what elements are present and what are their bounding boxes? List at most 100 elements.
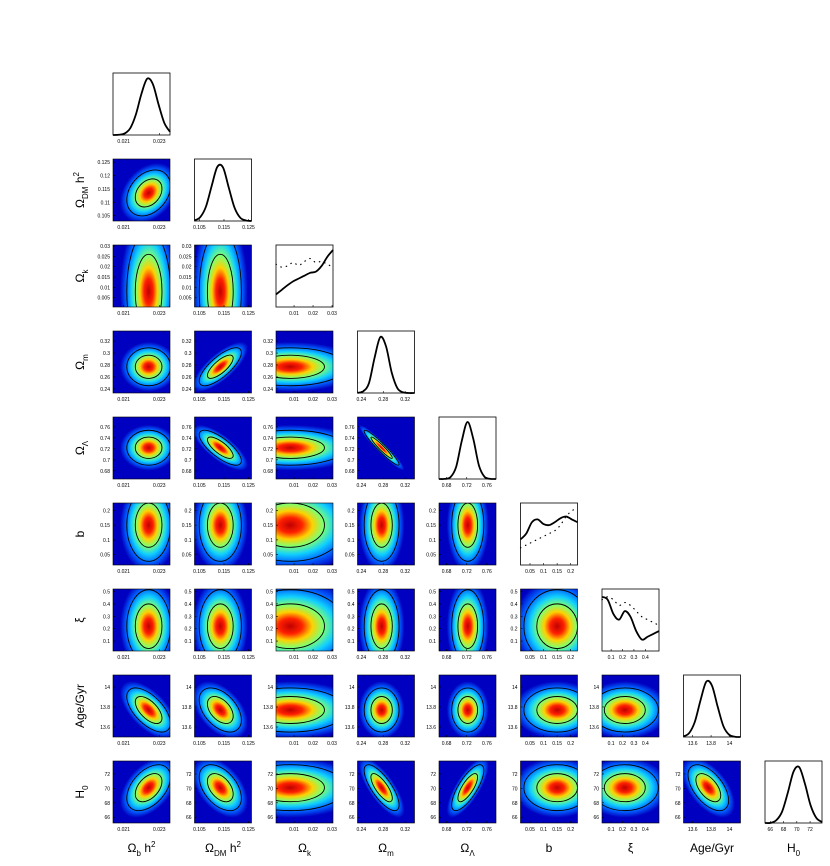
- x-tick-label: 0.2: [619, 655, 626, 661]
- y-tick-label: 0.05: [426, 553, 436, 559]
- heatmap: [194, 589, 252, 651]
- x-tick-label: 0.023: [153, 397, 166, 403]
- y-tick-label: 0.5: [266, 589, 273, 595]
- density-panel: [520, 760, 578, 824]
- y-tick-label: 14: [267, 685, 273, 691]
- x-tick-label: 0.03: [327, 483, 337, 489]
- x-tick-label: 0.105: [193, 397, 206, 403]
- y-tick-label: 0.2: [266, 627, 273, 633]
- y-tick-label: 70: [104, 786, 110, 792]
- x-axis-label: b: [546, 841, 553, 855]
- density-blob: [194, 341, 248, 392]
- y-tick-label: 0.3: [266, 614, 273, 620]
- label-sub: DM: [214, 849, 227, 858]
- contour-68: [457, 696, 479, 724]
- density-blob: [194, 503, 248, 565]
- density-blob: [120, 163, 170, 221]
- y-tick-label: 0.1: [348, 538, 355, 544]
- y-tick-label: 14: [593, 685, 599, 691]
- y-tick-label: 70: [430, 786, 436, 792]
- density-panel: [194, 502, 252, 566]
- y-tick-label: 13.6: [589, 725, 599, 731]
- contour-95: [363, 503, 400, 562]
- y-tick-label: 0.76: [100, 425, 110, 431]
- heatmap: [276, 675, 333, 737]
- x-tick-label: 0.125: [242, 741, 255, 747]
- contour-68: [206, 696, 234, 724]
- x-tick-label: 0.105: [193, 655, 206, 661]
- y-tick-label: 0.005: [97, 296, 110, 302]
- y-tick-label: 0.32: [100, 339, 110, 345]
- x-tick-label: 0.1: [540, 741, 547, 747]
- y-tick-label: 0.4: [429, 602, 436, 608]
- x-axis-label: ξ: [628, 841, 634, 855]
- y-tick-label: 0.2: [429, 508, 436, 514]
- marginal-panel: [357, 330, 415, 394]
- marginal-panel: [438, 416, 497, 480]
- y-tick-label: 13.8: [589, 705, 599, 711]
- y-tick-label: 13.6: [426, 725, 436, 731]
- x-tick-label: 0.32: [400, 655, 410, 661]
- y-tick-label: 0.68: [345, 469, 355, 475]
- x-tick-label: 0.28: [378, 827, 388, 833]
- contour-68: [457, 603, 479, 649]
- y-tick-label: 70: [349, 786, 355, 792]
- density-panel: [275, 760, 334, 824]
- y-tick-label: 13.8: [345, 705, 355, 711]
- y-tick-label: 70: [512, 786, 518, 792]
- y-axis-label: Ωm: [73, 354, 90, 370]
- x-tick-label: 0.115: [218, 483, 230, 489]
- y-tick-label: 0.015: [97, 275, 110, 281]
- x-tick-label: 0.01: [289, 483, 299, 489]
- label-tail: h: [73, 177, 87, 187]
- density-blob: [120, 761, 170, 818]
- label-sub: Λ: [469, 849, 475, 858]
- x-tick-label: 0.115: [218, 397, 230, 403]
- x-tick-label: 0.02: [308, 397, 318, 403]
- heatmap: [194, 761, 252, 823]
- y-tick-label: 13.6: [263, 725, 273, 731]
- density-panel: [683, 760, 741, 824]
- x-tick-label: 0.05: [525, 655, 535, 661]
- density-panel: [357, 416, 415, 480]
- contour-95: [523, 764, 578, 812]
- label-main: Ω: [460, 841, 469, 855]
- heatmap: [683, 761, 741, 823]
- contour-95: [276, 347, 333, 387]
- x-axis-label: H0: [787, 841, 801, 858]
- panel-frame: [275, 330, 334, 394]
- x-tick-label: 0.72: [462, 827, 472, 833]
- x-tick-label: 0.021: [117, 311, 130, 317]
- y-axis-label: ΩΛ: [73, 440, 90, 455]
- panel-frame: [357, 330, 415, 394]
- y-tick-label: 0.2: [185, 627, 192, 633]
- x-tick-label: 0.2: [619, 827, 626, 833]
- density-panel: [275, 416, 334, 480]
- y-tick-label: 0.5: [185, 589, 192, 595]
- y-tick-label: 0.01: [182, 285, 192, 291]
- x-tick-label: 0.76: [482, 569, 492, 575]
- y-tick-label: 0.1: [103, 639, 110, 645]
- y-tick-label: 0.2: [103, 508, 110, 514]
- marginal-curve: [275, 249, 334, 296]
- x-tick-label: 0.105: [193, 569, 206, 575]
- panel-frame: [112, 158, 171, 222]
- label-sub: Λ: [81, 440, 90, 446]
- x-tick-label: 0.24: [356, 655, 366, 661]
- contour-68: [276, 696, 325, 724]
- x-tick-label: 0.02: [308, 827, 318, 833]
- y-axis-label: ΩDM h2: [72, 172, 90, 208]
- x-tick-label: 68: [781, 827, 787, 833]
- density-blob: [276, 503, 333, 565]
- y-tick-label: 0.4: [185, 602, 192, 608]
- marginal-panel: [519, 502, 579, 566]
- y-tick-label: 0.02: [182, 265, 192, 271]
- x-tick-label: 0.1: [608, 741, 615, 747]
- y-tick-label: 0.28: [100, 363, 110, 369]
- contour-68: [206, 253, 234, 307]
- contour-95: [276, 589, 333, 651]
- y-tick-label: 66: [512, 815, 518, 821]
- y-tick-label: 0.11: [101, 200, 111, 206]
- x-tick-label: 0.4: [642, 655, 649, 661]
- y-tick-label: 14: [349, 685, 355, 691]
